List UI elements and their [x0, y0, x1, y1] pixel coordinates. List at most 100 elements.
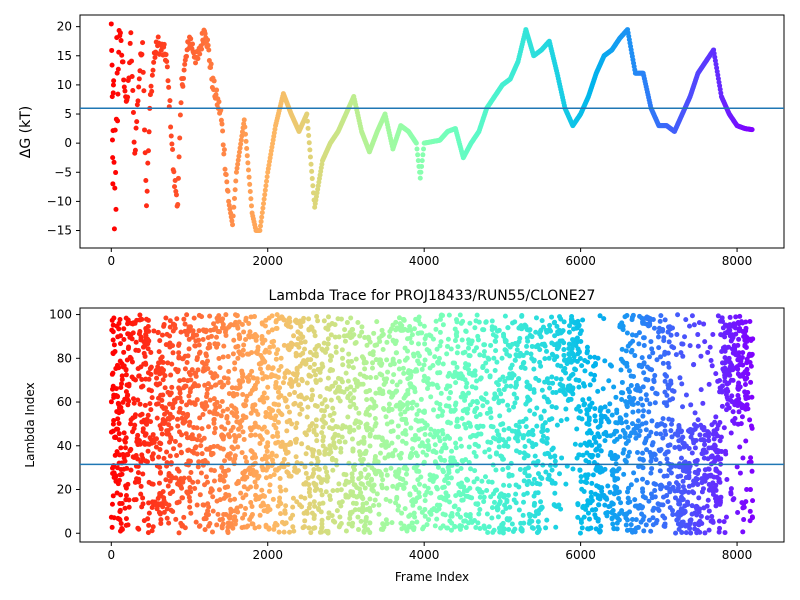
lambda-point — [288, 344, 294, 350]
lambda-point — [215, 443, 221, 449]
lambda-point — [322, 465, 328, 471]
lambda-point — [737, 373, 743, 379]
lambda-point — [189, 448, 195, 454]
delta-g-point — [161, 41, 167, 47]
lambda-point — [650, 522, 656, 528]
delta-g-point — [115, 66, 121, 72]
lambda-point — [431, 407, 437, 413]
lambda-point — [109, 524, 115, 530]
lambda-point — [321, 318, 327, 324]
y-tick-label: −15 — [47, 224, 72, 238]
lambda-point — [131, 396, 137, 402]
lambda-point — [533, 315, 539, 321]
lambda-point — [274, 433, 280, 439]
lambda-point — [462, 421, 468, 427]
lambda-point — [176, 530, 182, 536]
lambda-point — [395, 507, 401, 513]
lambda-point — [440, 467, 446, 473]
lambda-point — [712, 455, 718, 461]
lambda-point — [325, 336, 331, 342]
lambda-point — [552, 480, 558, 486]
lambda-point — [477, 494, 483, 500]
y-tick-label: 5 — [64, 107, 72, 121]
lambda-point — [135, 348, 141, 354]
lambda-point — [588, 494, 594, 500]
lambda-point — [453, 440, 459, 446]
lambda-point — [466, 371, 472, 377]
lambda-point — [417, 505, 423, 511]
lambda-point — [259, 487, 265, 493]
lambda-point — [302, 339, 308, 345]
lambda-point — [260, 340, 266, 346]
lambda-point — [111, 470, 117, 476]
lambda-point — [710, 518, 716, 524]
lambda-point — [682, 334, 688, 340]
lambda-point — [747, 319, 753, 325]
delta-g-point — [229, 218, 235, 224]
lambda-point — [364, 389, 370, 395]
lambda-point — [713, 503, 719, 509]
lambda-point — [222, 473, 228, 479]
lambda-point — [226, 368, 232, 374]
lambda-point — [213, 334, 219, 340]
lambda-point — [416, 490, 422, 496]
lambda-point — [391, 372, 397, 378]
delta-g-point — [243, 138, 249, 144]
lambda-point — [529, 440, 535, 446]
lambda-point — [689, 313, 695, 319]
lambda-point — [182, 321, 188, 327]
lambda-point — [688, 530, 694, 536]
lambda-point — [305, 475, 311, 481]
lambda-point — [719, 403, 725, 409]
lambda-point — [376, 502, 382, 508]
lambda-point — [141, 518, 147, 524]
lambda-point — [271, 472, 277, 478]
lambda-point — [492, 368, 498, 374]
lambda-point — [236, 433, 242, 439]
delta-g-point — [211, 78, 217, 84]
lambda-point — [243, 398, 249, 404]
lambda-point — [540, 462, 546, 468]
lambda-point — [353, 405, 359, 411]
lambda-point — [349, 436, 355, 442]
delta-g-point — [230, 213, 236, 219]
lambda-point — [291, 528, 297, 534]
lambda-point — [688, 517, 694, 523]
lambda-point — [321, 419, 327, 425]
lambda-point — [240, 429, 246, 435]
lambda-point — [655, 501, 661, 507]
lambda-point — [645, 364, 651, 370]
lambda-point — [389, 440, 395, 446]
delta-g-point — [420, 152, 426, 158]
lambda-point — [128, 421, 134, 427]
lambda-point — [687, 525, 693, 531]
lambda-point — [439, 428, 445, 434]
lambda-point — [209, 529, 215, 535]
lambda-point — [629, 421, 635, 427]
lambda-point — [263, 414, 269, 420]
delta-g-point — [125, 94, 131, 100]
lambda-point — [170, 350, 176, 356]
lambda-point — [491, 499, 497, 505]
lambda-point — [222, 458, 228, 464]
delta-g-point — [151, 59, 157, 65]
lambda-point — [668, 378, 674, 384]
lambda-point — [437, 329, 443, 335]
delta-g-point — [308, 161, 314, 167]
lambda-point — [447, 383, 453, 389]
lambda-point — [351, 395, 357, 401]
lambda-point — [466, 362, 472, 368]
lambda-point — [532, 411, 538, 417]
lambda-point — [279, 412, 285, 418]
lambda-point — [233, 344, 239, 350]
lambda-point — [568, 316, 574, 322]
lambda-point — [740, 455, 746, 461]
delta-g-point — [149, 88, 155, 94]
lambda-point — [546, 451, 552, 457]
lambda-point — [372, 453, 378, 459]
lambda-point — [742, 389, 748, 395]
lambda-point — [408, 425, 414, 431]
lambda-point — [505, 325, 511, 331]
lambda-point — [492, 338, 498, 344]
delta-g-point — [171, 169, 177, 175]
